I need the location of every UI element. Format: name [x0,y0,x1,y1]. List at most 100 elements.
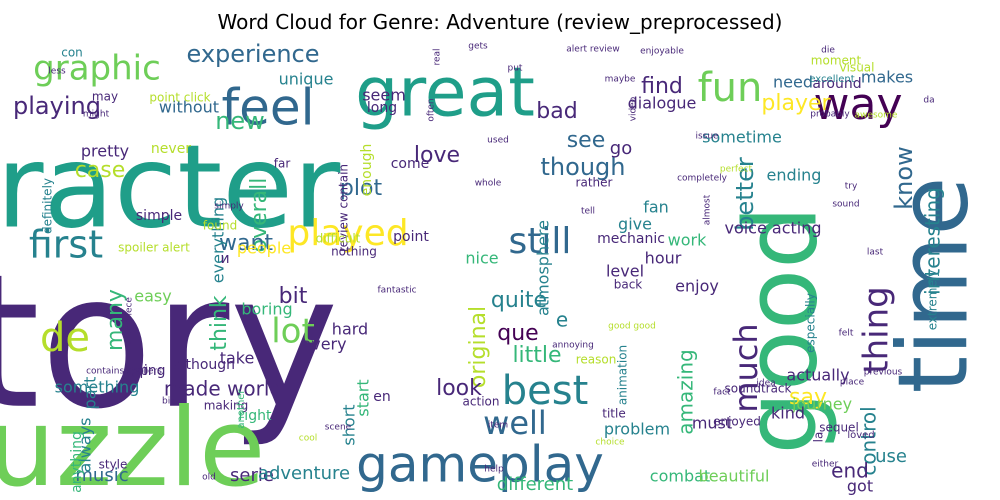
word-whole: whole [475,179,502,189]
word-glyph: и [220,251,229,267]
word-look: look [436,376,482,401]
word-must: must [692,414,732,433]
word-perfect: perfect [720,165,753,175]
word-love: love [414,143,460,168]
word-around: around [812,76,861,92]
word-spoiler-alert: spoiler alert [118,241,190,255]
word-quite: quite [491,288,547,313]
word-anything: anything [69,431,85,493]
word-definitely: definitely [41,178,55,234]
word-want: want [219,231,273,256]
word-always: always [76,418,95,473]
word-may: may [92,90,118,104]
word-although: although [173,357,235,373]
word-often: often [427,98,437,121]
word-lot: lot [271,312,315,352]
word-style: style [99,458,128,472]
word-nothing: nothing [331,245,377,259]
word-serie: serie [230,465,274,486]
word-ending: ending [767,166,822,185]
word-little: little [512,343,561,368]
word-felt: felt [839,329,854,339]
word-say: say [789,385,827,410]
word-start: start [354,379,373,416]
word-enjoyable: enjoyable [640,47,684,57]
word-puzzle: puzzle [0,386,265,500]
word-nice: nice [465,249,498,268]
word-long: long [367,100,397,116]
word-old: old [202,473,216,483]
word-idea: idea [756,379,775,389]
word-da: da [923,96,934,106]
word-hour: hour [645,249,682,268]
word-tell: tell [581,207,595,217]
word-gets: gets [468,42,488,52]
word-probably: probably [810,110,850,120]
word-found: found [203,219,237,233]
word-big: big [162,397,176,407]
word-e: e [556,308,568,332]
word-work: work [668,231,707,250]
word-bad: bad [536,99,577,124]
word-need: need [773,73,813,92]
word-know: know [890,146,918,209]
word-interesting: interesting [921,187,945,295]
word-great: great [355,54,535,133]
word-point: point [393,229,429,245]
word-enjoyed: enjoyed [713,415,761,429]
word-makes: makes [861,68,913,87]
word-journey: journey [791,395,852,414]
word-soundtrack: soundtrack [725,382,792,396]
word-pretty: pretty [81,142,129,161]
word-much: much [727,323,765,412]
word-enough: enough [359,144,375,197]
word-contains-spoilers: contains spoilers [86,367,162,377]
word-simple: simple [136,208,182,224]
word-many: many [103,289,128,351]
word-awesome: awesome [855,111,898,121]
word-help: help [484,465,504,475]
word-find: find [641,74,683,99]
word-character: character [0,121,341,255]
word-boring: boring [241,300,292,319]
word-easy: easy [134,287,171,306]
word-way: way [814,79,903,130]
word-fact: fact [713,388,731,398]
word-use: use [875,446,907,467]
word-level: level [606,262,644,281]
word-fantastic: fantastic [377,286,416,296]
word-short: short [340,404,359,445]
word-title: title [602,407,625,421]
word-problem: problem [604,420,670,439]
word-maybe: maybe [605,75,636,85]
word-sequel: sequel [819,421,859,435]
word-animation: animation [616,345,630,405]
word-people: people [237,239,291,258]
word-music: music [75,465,128,486]
word-think: think [207,295,232,351]
word-plot: plot [340,176,383,201]
word-unique: unique [279,70,334,89]
word-completely: completely [677,174,728,184]
word-see: see [567,128,606,153]
word-try: try [845,182,858,192]
word-real: real [433,48,443,65]
word-player: player [761,91,831,116]
word-going: going [126,363,165,379]
word-part: part [81,377,100,410]
word-action: action [463,395,500,409]
word-everything: everything [209,197,228,283]
word-right: right [239,408,272,424]
word-combat: combat [650,467,710,486]
word-seem: seem [362,86,406,105]
word-adventure: adventure [258,463,350,484]
word-point-click: point click [149,91,210,105]
word-story: story [0,234,339,450]
word-gameplay: gameplay [356,436,604,494]
word-used: used [487,136,509,146]
word-without: without [159,98,219,117]
word-visual: visual [840,61,875,75]
chart-title: Word Cloud for Genre: Adventure (review_… [217,10,783,34]
word-sometime: sometime [702,128,782,147]
word-kind: kind [771,404,805,423]
